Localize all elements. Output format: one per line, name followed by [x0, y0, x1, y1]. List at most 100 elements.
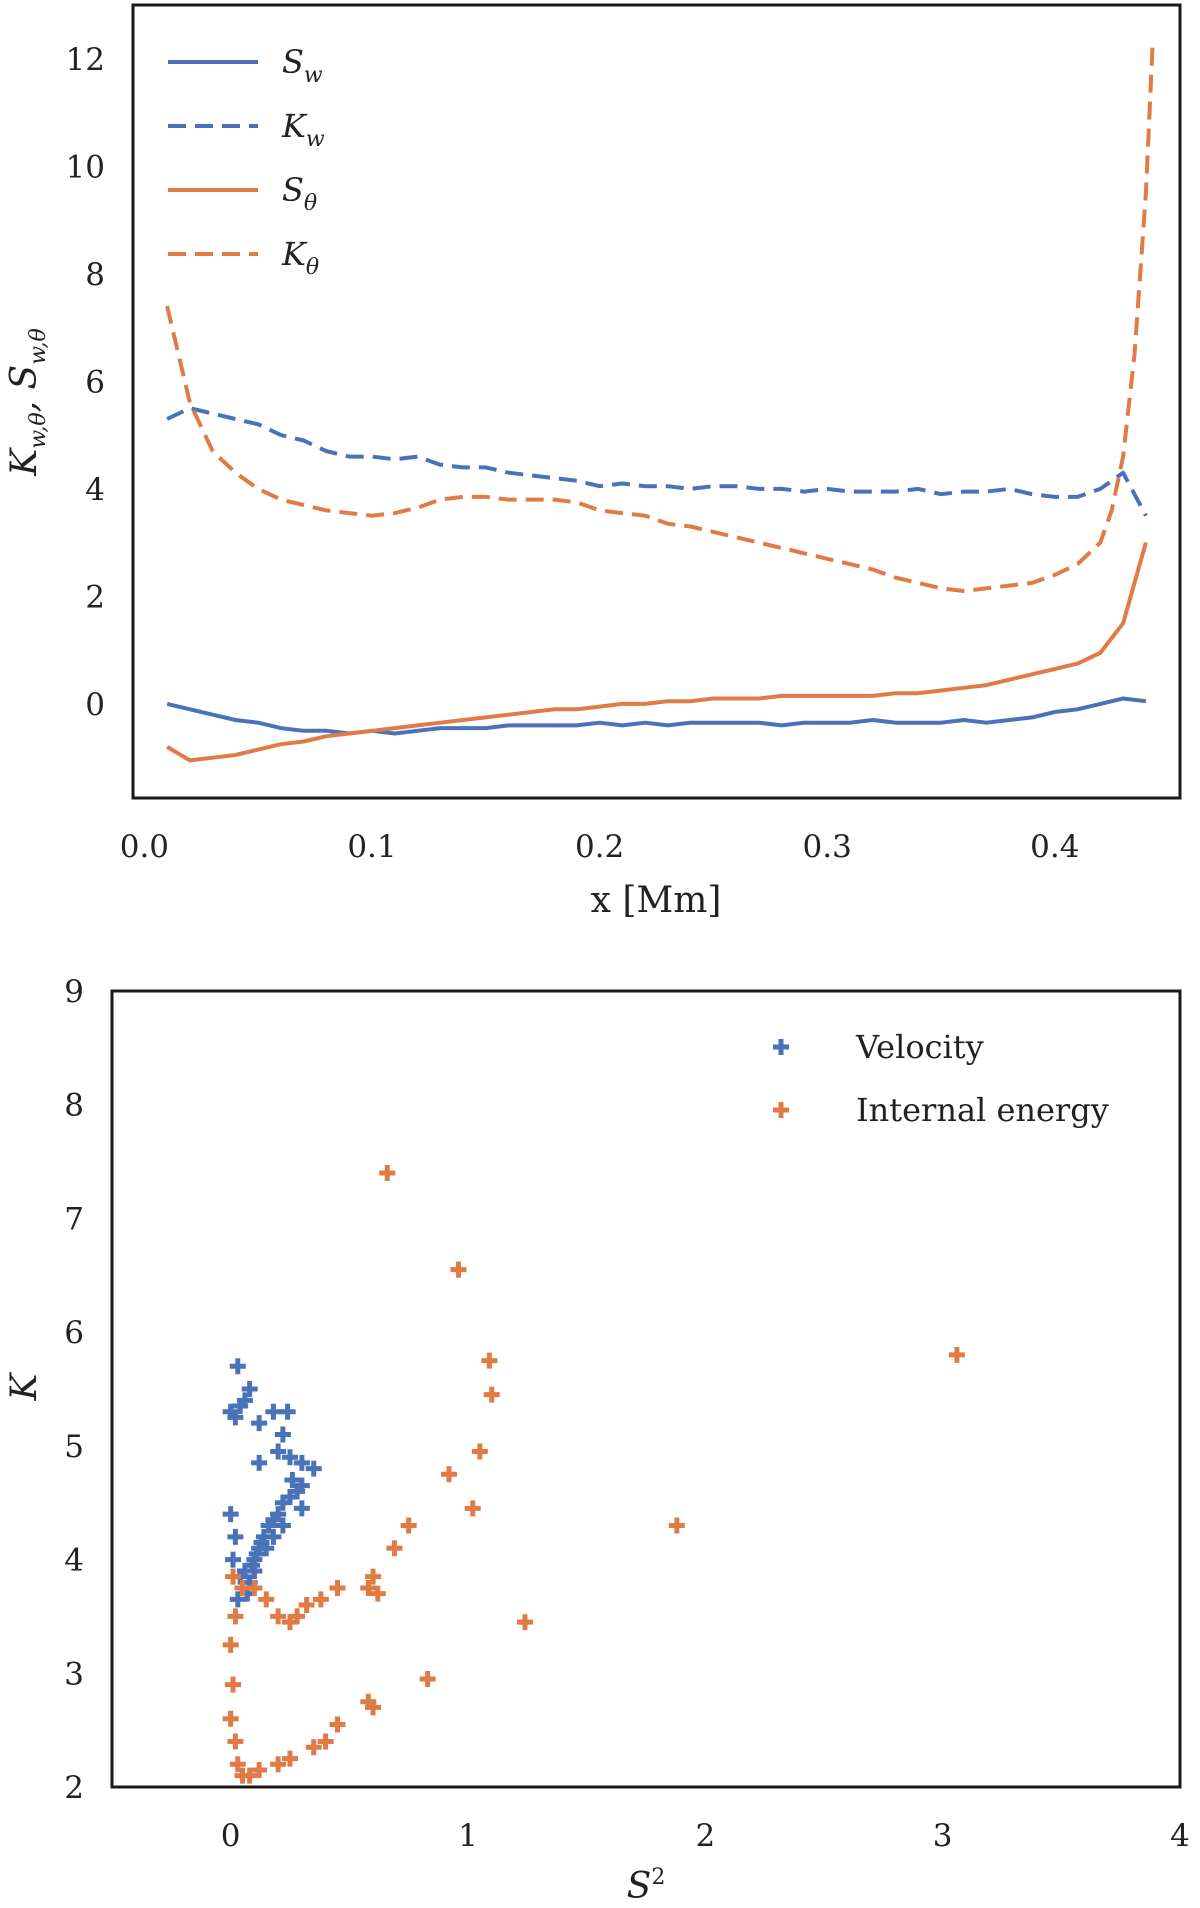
bottom-axes-frame: [110, 989, 1182, 1789]
bottom-x-tick-labels: 0 1 2 3 4: [221, 1818, 1190, 1854]
top-y-tick-1: 2: [85, 579, 105, 615]
bottom-x-tick-4: 4: [1170, 1818, 1190, 1854]
scatter-point-internal-energy-11: [516, 1614, 533, 1631]
scatter-point-internal-energy-33: [270, 1608, 287, 1625]
top-x-tick-2: 0.2: [575, 829, 624, 865]
scatter-point-velocity-35: [293, 1500, 310, 1517]
bottom-y-tick-3: 5: [64, 1429, 84, 1465]
top-y-tick-2: 4: [85, 472, 105, 508]
bottom-y-tick-4: 6: [64, 1315, 84, 1351]
scatter-point-velocity-13: [251, 1454, 268, 1471]
scatter-point-internal-energy-10: [668, 1517, 685, 1534]
scatter-point-internal-energy-9: [386, 1540, 403, 1557]
scatter-point-internal-energy-38: [329, 1580, 346, 1596]
scatter-point-velocity-9: [279, 1403, 296, 1420]
bottom-x-tick-1: 1: [458, 1818, 478, 1854]
skewness-kurtosis-line-chart: 0.0 0.1 0.2 0.3 0.4 0 2 4 6 8 10 12 x [Mm] Kw,θ, S…: [4, 3, 1182, 921]
scatter-point-internal-energy-36: [298, 1597, 315, 1614]
legend-label-sub: w: [304, 63, 323, 88]
bottom-plot-points: [222, 1164, 965, 1784]
scatter-point-internal-energy-7: [464, 1500, 481, 1517]
legend-label-base: S: [282, 43, 304, 81]
bottom-x-tick-2: 2: [695, 1818, 715, 1854]
legend-label-sub: θ: [304, 191, 317, 216]
top-y-axis-label: Kw,θ, Sw,θ: [4, 328, 51, 476]
scatter-point-internal-energy-16: [317, 1733, 334, 1750]
scatter-point-velocity-38: [246, 1562, 263, 1579]
legend-label-velocity: Velocity: [855, 1028, 984, 1066]
scatter-point-velocity-12: [305, 1460, 322, 1477]
top-x-axis-label: x [Mm]: [591, 880, 722, 921]
scatter-point-velocity-28: [258, 1540, 275, 1557]
scatter-point-internal-energy-20: [251, 1761, 268, 1778]
bottom-x-tick-0: 0: [221, 1818, 241, 1854]
scatter-point-internal-energy-12: [419, 1670, 436, 1687]
legend-label-1: Kw: [281, 107, 325, 152]
top-plot-series: [165, 42, 1155, 763]
scatter-point-internal-energy-28: [227, 1608, 244, 1625]
kurtosis-vs-skewness-squared-scatter: 0 1 2 3 4 2 3 4 5 6 7 8 9 S2 K Velocity Internal ene…: [4, 974, 1190, 1907]
scatter-point-internal-energy-19: [270, 1756, 287, 1773]
scatter-point-internal-energy-31: [246, 1580, 263, 1596]
bottom-legend: Velocity Internal energy: [773, 1028, 1109, 1129]
series-line-k--3: [165, 42, 1155, 593]
top-y-tick-0: 0: [85, 687, 105, 723]
bottom-y-tick-labels: 2 3 4 5 6 7 8 9: [64, 974, 84, 1806]
legend-label-0: Sw: [282, 43, 323, 88]
top-x-tick-labels: 0.0 0.1 0.2 0.3 0.4: [120, 829, 1080, 865]
scatter-point-velocity-14: [270, 1443, 287, 1460]
bottom-x-tick-3: 3: [933, 1818, 953, 1854]
scatter-point-velocity-16: [227, 1528, 244, 1545]
scatter-point-internal-energy-2: [948, 1346, 965, 1363]
scatter-point-velocity-11: [293, 1454, 310, 1471]
top-axes-frame: [131, 3, 1182, 800]
scatter-point-internal-energy-1: [450, 1261, 467, 1278]
legend-label-sub: w: [306, 127, 325, 152]
scatter-point-internal-energy-32: [258, 1591, 275, 1608]
scatter-point-internal-energy-5: [471, 1443, 488, 1460]
scatter-point-internal-energy-3: [481, 1352, 498, 1369]
scatter-point-velocity-36: [274, 1517, 291, 1534]
scatter-point-velocity-6: [251, 1415, 268, 1432]
scatter-point-internal-energy-22: [234, 1767, 251, 1784]
scatter-point-internal-energy-35: [289, 1608, 306, 1625]
legend-label-base: K: [281, 235, 308, 273]
bottom-y-tick-7: 9: [64, 974, 84, 1010]
legend-marker-1: [773, 1102, 789, 1118]
top-x-tick-0: 0.0: [120, 829, 169, 865]
legend-label-3: Kθ: [281, 235, 319, 280]
scatter-point-internal-energy-8: [400, 1517, 417, 1534]
bottom-y-tick-2: 4: [64, 1543, 84, 1579]
scatter-point-velocity-15: [222, 1506, 239, 1523]
scatter-point-internal-energy-0: [379, 1164, 396, 1181]
scatter-point-internal-energy-26: [225, 1676, 242, 1693]
bottom-y-tick-5: 7: [64, 1201, 84, 1237]
scatter-point-internal-energy-40: [365, 1568, 382, 1585]
scatter-point-velocity-8: [274, 1426, 291, 1443]
top-y-tick-labels: 0 2 4 6 8 10 12: [66, 42, 105, 723]
scatter-point-internal-energy-24: [227, 1733, 244, 1750]
legend-label-2: Sθ: [282, 171, 317, 216]
scatter-point-internal-energy-39: [360, 1580, 377, 1596]
scatter-point-velocity-37: [265, 1528, 282, 1545]
top-y-tick-6: 12: [66, 42, 105, 78]
scatter-point-internal-energy-29: [225, 1568, 242, 1585]
scatter-point-internal-energy-27: [222, 1636, 239, 1653]
bottom-y-axis-label: K: [4, 1371, 45, 1401]
scatter-point-internal-energy-15: [329, 1716, 346, 1733]
scatter-point-internal-energy-14: [365, 1699, 382, 1716]
series-line-s--2: [166, 542, 1148, 763]
scatter-point-velocity-17: [225, 1551, 242, 1568]
scatter-point-velocity-7: [265, 1403, 282, 1420]
legend-marker-0: [773, 1039, 789, 1055]
scatter-point-velocity-3: [236, 1392, 253, 1409]
legend-label-base: S: [282, 171, 304, 209]
top-x-tick-4: 0.4: [1030, 829, 1079, 865]
bottom-x-axis-label: S2: [627, 1865, 666, 1907]
scatter-point-internal-energy-37: [312, 1591, 329, 1608]
series-line-s-w-0: [166, 696, 1147, 736]
scatter-point-internal-energy-23: [229, 1756, 246, 1773]
scatter-point-velocity-1: [227, 1409, 244, 1426]
